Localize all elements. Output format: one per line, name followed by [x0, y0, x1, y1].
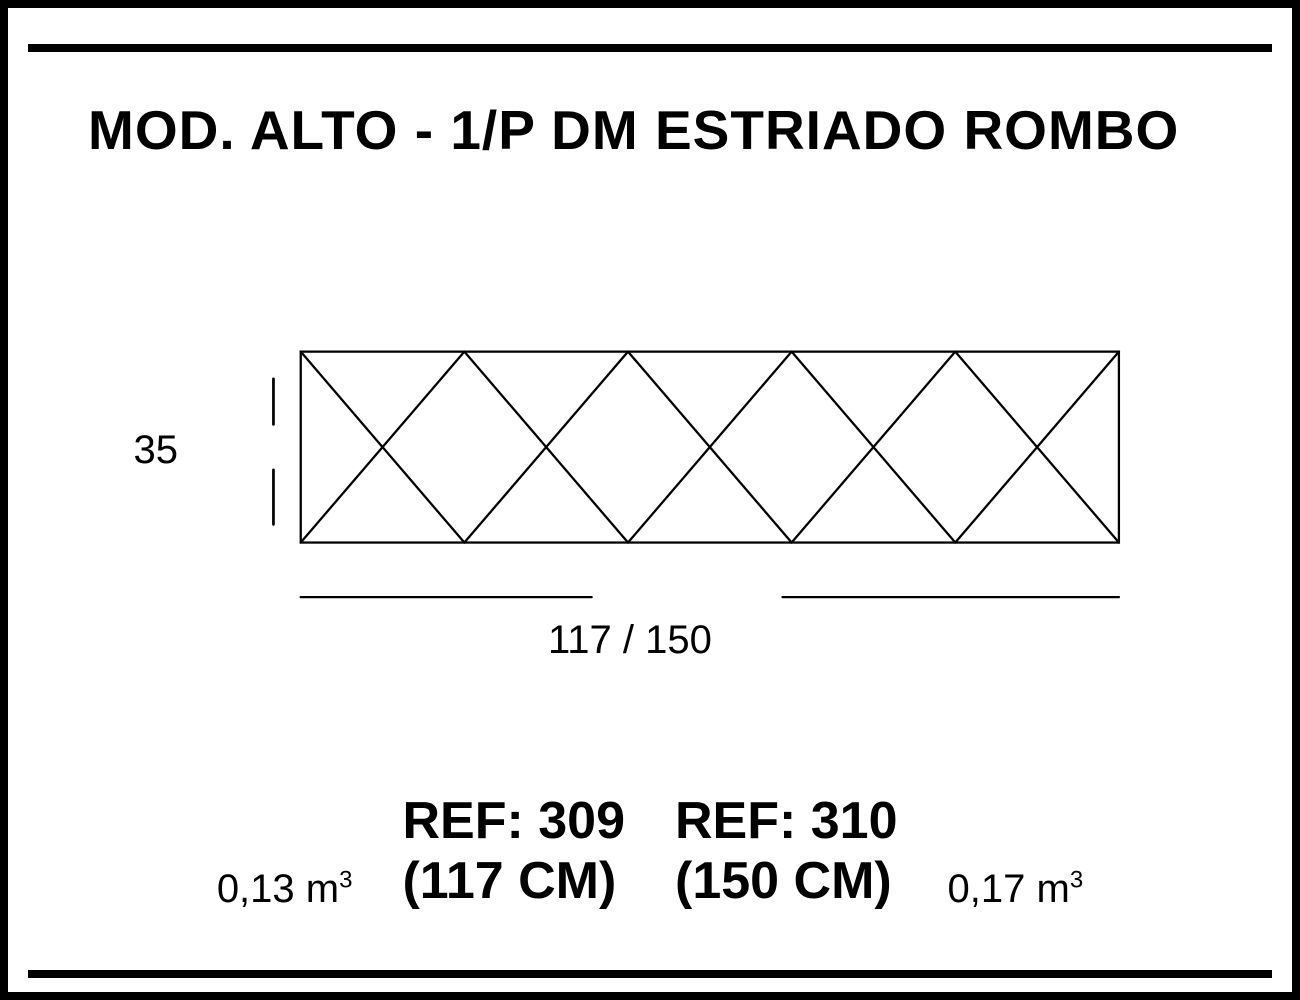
ref-310: REF: 310 (150 CM)	[675, 792, 898, 912]
ref-310-code: REF: 310	[675, 792, 898, 852]
ref-309-code: REF: 309	[402, 792, 625, 852]
ref-309: REF: 309 (117 CM)	[402, 792, 625, 912]
width-dimension-label: 117 / 150	[548, 618, 712, 663]
bottom-rule	[28, 970, 1272, 978]
top-rule	[28, 44, 1272, 52]
volume-right: 0,17 m3	[948, 867, 1084, 912]
spec-card: MOD. ALTO - 1/P DM ESTRIADO ROMBO 35 117…	[0, 0, 1300, 1000]
model-title: MOD. ALTO - 1/P DM ESTRIADO ROMBO	[88, 98, 1179, 162]
volume-left: 0,13 m3	[217, 867, 353, 912]
height-dimension-label: 35	[128, 428, 178, 473]
reference-row: 0,13 m3 REF: 309 (117 CM) REF: 310 (150 …	[68, 792, 1232, 912]
ref-310-size: (150 CM)	[675, 852, 898, 912]
ref-309-size: (117 CM)	[402, 852, 625, 912]
panel-diagram	[128, 338, 1128, 638]
